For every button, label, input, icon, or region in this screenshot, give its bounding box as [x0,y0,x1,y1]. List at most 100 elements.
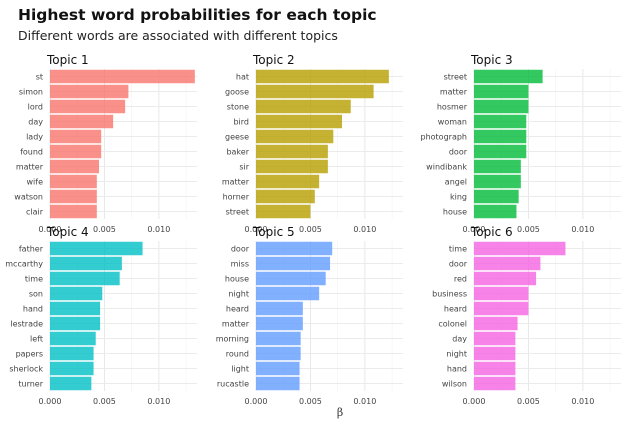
bar [474,204,517,219]
bar [50,361,94,376]
bar [50,84,129,99]
x-tick-label: 0.000 [245,225,268,234]
bar [474,174,521,189]
category-label: day [28,118,43,127]
bar [474,129,527,144]
bar [474,286,529,301]
category-label: stone [227,103,249,112]
bar [474,316,518,331]
bar [256,376,300,391]
category-label: hosmer [437,103,468,112]
bar [474,114,527,129]
category-label: matter [222,178,250,187]
bar [474,69,543,84]
category-label: miss [231,260,249,269]
category-label: mccarthy [5,260,43,269]
bar [256,189,315,204]
bar [50,346,94,361]
bar [256,331,301,346]
bar [474,361,516,376]
bar [50,241,143,256]
bar [256,144,328,159]
category-label: red [454,275,467,284]
bar [474,189,519,204]
category-label: hand [23,305,43,314]
bar [256,286,320,301]
category-label: heard [444,305,467,314]
category-label: goose [225,88,249,97]
category-label: left [30,335,43,344]
category-label: matter [222,320,250,329]
category-label: colonel [438,320,467,329]
category-label: father [19,245,44,254]
panel-title: Topic 4 [46,225,89,239]
chart-subtitle: Different words are associated with diff… [18,28,338,43]
category-label: lady [26,133,43,142]
bar [256,241,333,256]
category-label: matter [16,163,44,172]
bar [474,271,537,286]
category-label: round [226,350,249,359]
category-label: night [446,350,467,359]
bar [256,361,300,376]
bar [50,144,102,159]
bar [50,301,101,316]
category-label: papers [16,350,43,359]
category-label: baker [226,148,249,157]
category-label: time [25,275,43,284]
category-label: lestrade [10,320,43,329]
x-axis-title: β [337,406,343,419]
bar [50,331,96,346]
category-label: wilson [442,380,467,389]
category-label: king [450,193,467,202]
x-tick-label: 0.010 [571,225,594,234]
category-label: horner [223,193,250,202]
bar [474,84,529,99]
category-label: geese [225,133,249,142]
facet-panels: Topic 1st simon lord day lady found matter wife… [5,53,621,406]
category-label: woman [438,118,467,127]
chart-title: Highest word probabilities for each topi… [18,6,377,24]
bar [256,174,320,189]
category-label: st [36,73,43,82]
category-label: night [228,290,249,299]
x-tick-label: 0.005 [299,225,322,234]
x-tick-label: 0.005 [517,397,540,406]
bar [50,376,92,391]
bar [256,84,374,99]
x-tick-label: 0.005 [93,225,116,234]
panel-title: Topic 2 [252,53,295,67]
category-label: business [432,290,467,299]
x-tick-label: 0.005 [517,225,540,234]
x-tick-label: 0.000 [245,397,268,406]
category-label: simon [19,88,43,97]
category-label: time [449,245,467,254]
facet-panel: Topic 1st simon lord day lady found matter wife… [14,53,197,234]
bar [474,376,516,391]
bar [256,316,303,331]
x-tick-label: 0.010 [147,225,170,234]
category-label: door [449,148,468,157]
category-label: street [226,208,249,217]
bar [256,271,326,286]
x-tick-label: 0.010 [571,397,594,406]
category-label: sherlock [9,365,43,374]
bar [474,331,516,346]
bar [256,159,328,174]
bar [474,159,521,174]
panel-title: Topic 1 [46,53,89,67]
bar [50,316,101,331]
category-label: door [231,245,250,254]
panel-title: Topic 5 [252,225,295,239]
bar [474,241,566,256]
category-label: son [29,290,43,299]
x-tick-label: 0.000 [463,397,486,406]
x-tick-label: 0.010 [353,225,376,234]
category-label: door [449,260,468,269]
bar [50,99,126,114]
x-tick-label: 0.010 [353,397,376,406]
